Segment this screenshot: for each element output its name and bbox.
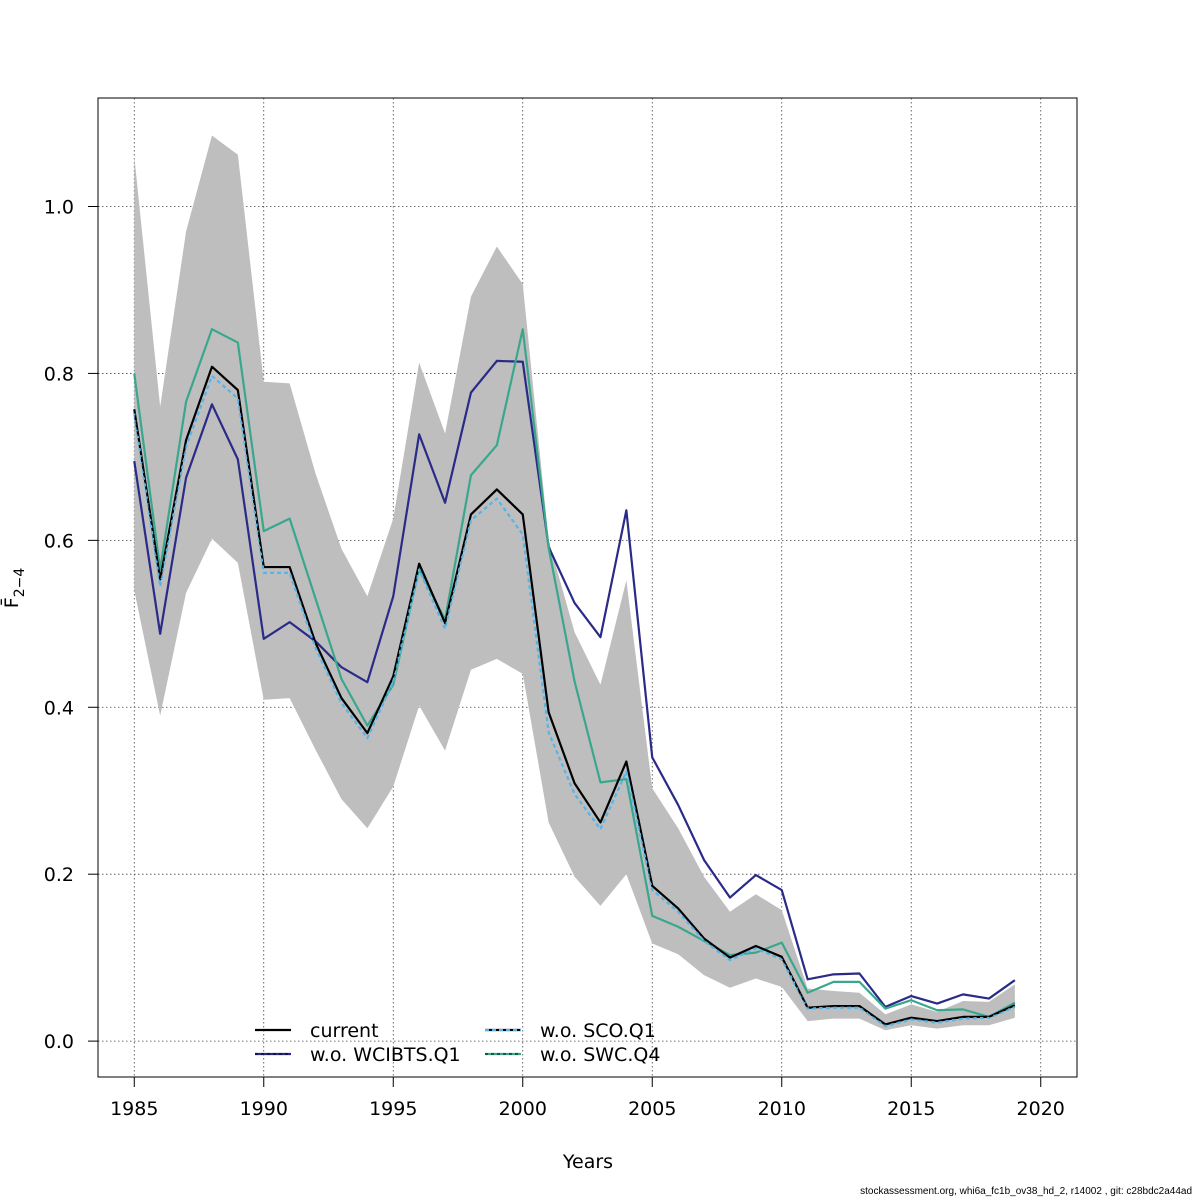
- legend-label-current: current: [310, 1020, 379, 1042]
- y-axis-title-main: F̄: [0, 597, 23, 608]
- legend-label-w-o-sco-q1: w.o. SCO.Q1: [540, 1020, 656, 1042]
- y-axis-title-subscript: 2−4: [12, 568, 28, 598]
- y-tick-label: 0.2: [44, 864, 74, 886]
- series-layer: [133, 328, 1016, 1028]
- svg-text:F̄2−4: F̄2−4: [0, 568, 28, 609]
- legend-label-w-o-swc-q4: w.o. SWC.Q4: [540, 1044, 660, 1066]
- y-tick-label: 0.0: [44, 1031, 74, 1053]
- series-line-w-o-swc-q4: [133, 328, 1016, 1019]
- x-tick-label: 2015: [887, 1098, 935, 1120]
- confidence-band-layer: [134, 135, 1015, 1031]
- x-axis: 1985 1990 1995 2000 2005 2010 2015 2020: [110, 1076, 1065, 1120]
- series-line-w-o-wcibts-q1: [133, 359, 1016, 1008]
- y-tick-label: 0.6: [44, 530, 74, 552]
- x-tick-label: 2010: [758, 1098, 806, 1120]
- x-tick-label: 1985: [110, 1098, 158, 1120]
- x-tick-label: 1995: [369, 1098, 417, 1120]
- x-tick-label: 2005: [628, 1098, 676, 1120]
- confidence-band: [134, 135, 1015, 1031]
- x-axis-title: Years: [562, 1151, 613, 1173]
- y-tick-label: 1.0: [44, 196, 74, 218]
- y-axis: 0.0 0.2 0.4 0.6 0.8 1.0: [44, 196, 99, 1053]
- y-axis-title: F̄2−4: [0, 568, 28, 609]
- footer-credit: stockassessment.org, whi6a_fc1b_ov38_hd_…: [860, 1186, 1192, 1197]
- x-tick-label: 1990: [240, 1098, 288, 1120]
- legend-label-w-o-wcibts-q1: w.o. WCIBTS.Q1: [310, 1044, 461, 1066]
- y-tick-label: 0.4: [44, 697, 74, 719]
- x-tick-label: 2020: [1017, 1098, 1065, 1120]
- series-line-current: [133, 365, 1016, 1026]
- y-tick-label: 0.8: [44, 363, 74, 385]
- series-line-w-o-sco-q1: [133, 374, 1016, 1028]
- x-tick-label: 2000: [499, 1098, 547, 1120]
